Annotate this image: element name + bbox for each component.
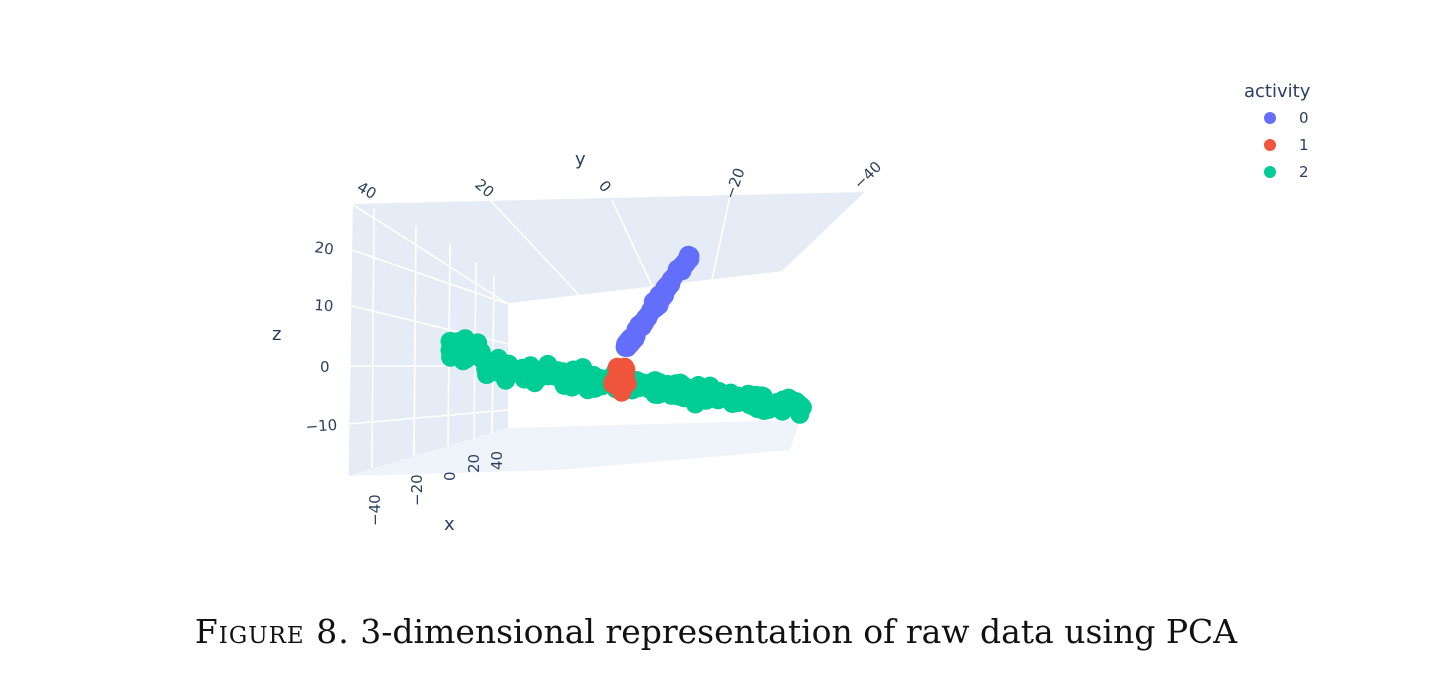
scatter-point-series-0 [680, 246, 700, 266]
scatter-points [440, 245, 812, 424]
y-axis-label: y [575, 149, 586, 170]
legend-marker-2 [1264, 166, 1276, 178]
floor-pane [348, 420, 800, 476]
legend-item-1[interactable]: 1 [1264, 136, 1309, 154]
x-tick-label: −20 [408, 474, 426, 506]
y-tick-label: 0 [595, 177, 615, 196]
scatter-point-series-0 [653, 286, 673, 306]
figure-caption: Figure 8. 3-dimensional representation o… [0, 612, 1432, 651]
scatter-point-series-1 [610, 366, 630, 386]
legend-item-2[interactable]: 2 [1264, 163, 1309, 181]
z-tick-label: −10 [305, 416, 338, 436]
scatter-point-series-0 [633, 312, 653, 331]
scatter-point-series-2 [650, 373, 669, 392]
scatter-point-series-2 [476, 359, 496, 379]
z-tick-label: 10 [314, 296, 334, 315]
legend-label-1: 1 [1299, 136, 1309, 154]
y-tick-label: 40 [354, 178, 380, 203]
legend-marker-1 [1264, 139, 1276, 151]
x-axis-label: x [444, 514, 455, 535]
scatter-point-series-2 [583, 372, 603, 392]
scatter-point-series-2 [567, 375, 587, 395]
back-pane [348, 192, 866, 476]
scatter-point-series-2 [767, 396, 787, 416]
pca-3d-scatter-plot: 40 20 0 −20 −40 y 20 10 0 −10 z −40 −20 … [272, 81, 1311, 535]
legend: activity 0 1 2 [1244, 81, 1311, 181]
scatter-point-series-2 [449, 339, 469, 358]
x-axis: −40 −20 0 20 40 x [366, 451, 506, 535]
x-tick-label: 20 [465, 454, 483, 473]
scatter-point-series-2 [552, 363, 572, 382]
scatter-point-series-2 [508, 360, 528, 380]
figure-caption-text: 3-dimensional representation of raw data… [360, 612, 1238, 651]
scatter-point-series-2 [661, 385, 681, 405]
legend-title: activity [1244, 81, 1311, 102]
scatter-point-series-0 [623, 330, 643, 350]
y-tick-label: −40 [850, 158, 885, 193]
legend-marker-0 [1264, 112, 1276, 124]
scatter-point-series-2 [676, 383, 696, 403]
scatter-point-series-0 [667, 259, 687, 279]
z-tick-label: 0 [320, 358, 330, 376]
scatter-point-series-2 [724, 386, 744, 406]
x-tick-label: −40 [366, 494, 384, 526]
figure-label: Figure 8. [194, 612, 350, 651]
x-tick-label: 40 [488, 451, 506, 470]
z-tick-label: 20 [313, 238, 334, 258]
y-tick-label: 20 [471, 175, 497, 201]
x-tick-label: 0 [441, 471, 459, 481]
legend-item-0[interactable]: 0 [1264, 109, 1309, 127]
scatter-point-series-2 [791, 396, 811, 416]
legend-label-0: 0 [1299, 109, 1309, 127]
scatter-point-series-2 [490, 363, 510, 383]
z-axis: 20 10 0 −10 z [272, 238, 338, 436]
scatter-point-series-2 [535, 364, 554, 384]
z-axis-label: z [272, 324, 281, 345]
legend-label-2: 2 [1299, 163, 1309, 181]
